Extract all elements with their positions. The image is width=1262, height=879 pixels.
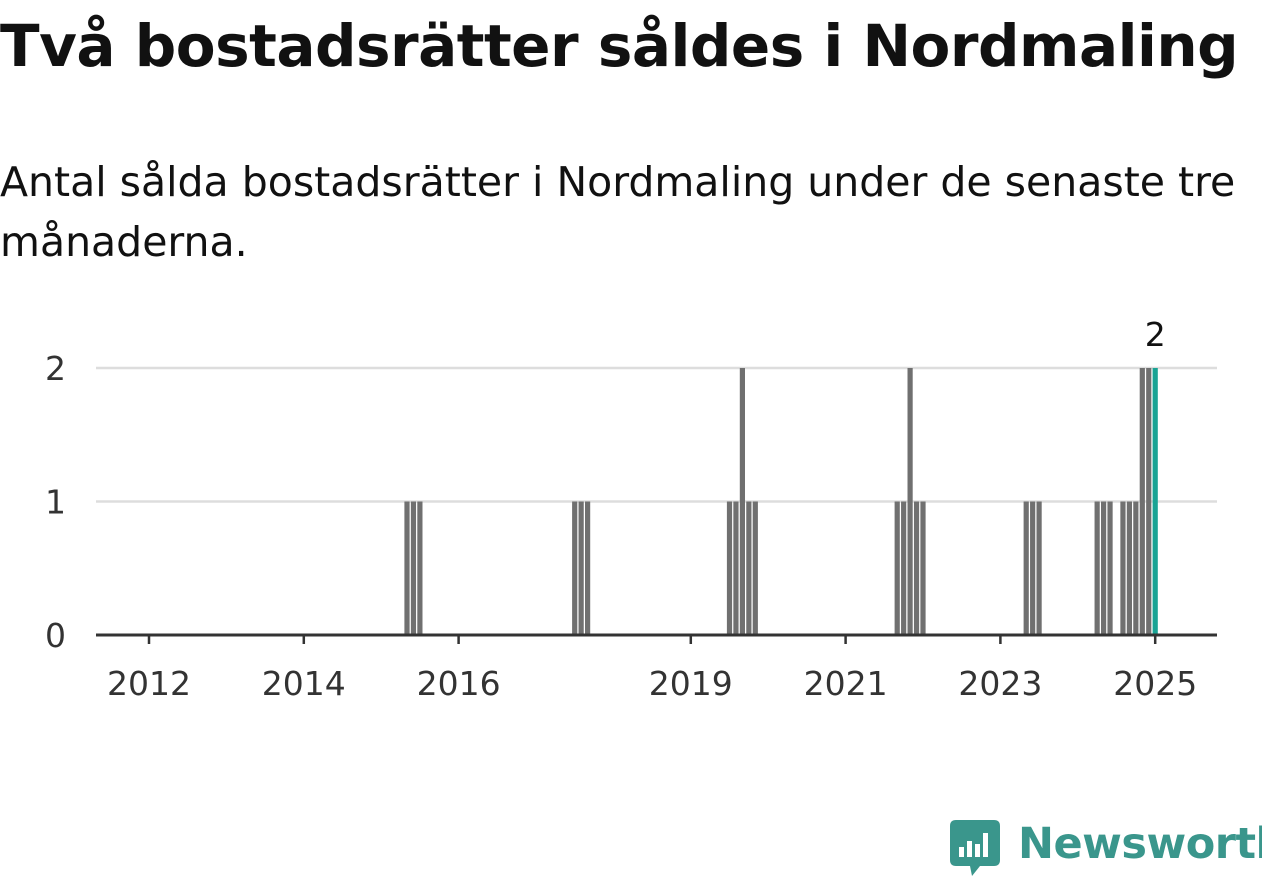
- x-tick-label: 2023: [958, 664, 1042, 703]
- bar: [1133, 501, 1139, 635]
- bar: [1094, 501, 1100, 635]
- bar: [572, 501, 578, 635]
- newsworthy-bar-chart-icon: [950, 820, 1000, 876]
- bar: [1030, 501, 1036, 635]
- bar: [746, 501, 752, 635]
- y-tick-label: 2: [45, 349, 66, 388]
- x-tick-label: 2021: [804, 664, 888, 703]
- bar: [920, 501, 926, 635]
- newsworthy-logo: Newsworthy: [950, 818, 1262, 876]
- x-tick-label: 2016: [417, 664, 501, 703]
- bar: [1126, 501, 1132, 635]
- y-tick-label: 0: [45, 616, 66, 655]
- bar: [578, 501, 584, 635]
- data-labels: 2: [1145, 315, 1166, 354]
- bar: [417, 501, 423, 635]
- bar: [1107, 501, 1113, 635]
- bar: [752, 501, 758, 635]
- bar: [1036, 501, 1042, 635]
- chart-subtitle: Antal sålda bostadsrätter i Nordmaling u…: [0, 158, 1236, 266]
- bar: [739, 368, 745, 635]
- bar: [1101, 501, 1107, 635]
- y-tick-label: 1: [45, 483, 66, 522]
- bars: [404, 368, 1158, 635]
- bar: [404, 501, 410, 635]
- bar: [913, 501, 920, 635]
- data-label: 2: [1145, 315, 1166, 354]
- x-tick-label: 2019: [649, 664, 733, 703]
- y-axis-ticks: 0 1 2: [45, 349, 66, 655]
- highlighted-bar: [1152, 368, 1158, 635]
- x-axis-ticks: 2012 2014 2016 2019 2021 2023 2025: [107, 635, 1197, 703]
- bar: [1139, 368, 1145, 635]
- bar: [1146, 368, 1152, 635]
- brand-name: Newsworthy: [1018, 819, 1262, 869]
- x-tick-label: 2014: [262, 664, 346, 703]
- bar: [726, 501, 733, 635]
- bar: [410, 501, 417, 635]
- x-tick-label: 2012: [107, 664, 191, 703]
- bar: [585, 501, 591, 635]
- bar: [907, 368, 913, 635]
- chart-title: Två bostadsrätter såldes i Nordmaling: [0, 12, 1239, 80]
- bar: [733, 501, 739, 635]
- x-tick-label: 2025: [1113, 664, 1197, 703]
- bar: [901, 501, 907, 635]
- bar: [1120, 501, 1126, 635]
- bar: [1023, 501, 1029, 635]
- gridlines: [96, 366, 1217, 503]
- bar: [894, 501, 900, 635]
